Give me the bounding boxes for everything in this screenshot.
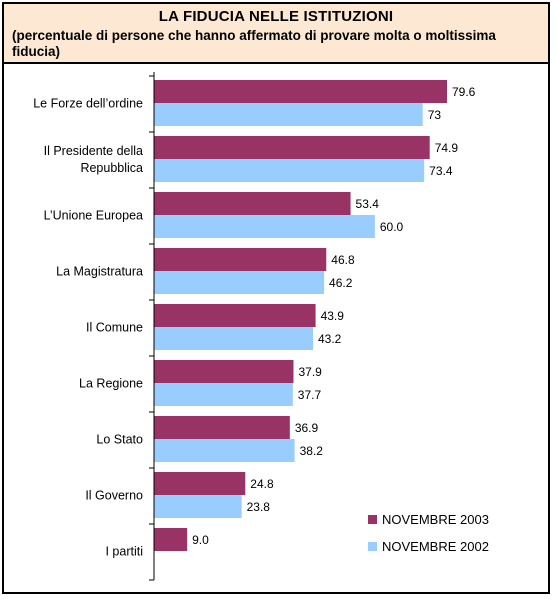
data-label: 9.0 bbox=[192, 533, 209, 547]
bar bbox=[154, 472, 246, 495]
category-label: I partiti bbox=[105, 545, 143, 559]
bar bbox=[154, 192, 351, 215]
bar bbox=[154, 495, 242, 518]
data-label: 37.9 bbox=[299, 365, 323, 379]
bar bbox=[154, 136, 430, 159]
bar bbox=[154, 159, 425, 182]
chart-header: LA FIDUCIA NELLE ISTITUZIONI (percentual… bbox=[4, 4, 548, 64]
data-label: 36.9 bbox=[295, 421, 319, 435]
chart-title: LA FIDUCIA NELLE ISTITUZIONI bbox=[158, 8, 394, 25]
data-label: 74.9 bbox=[435, 141, 459, 155]
category-label: L’Unione Europea bbox=[44, 209, 143, 223]
data-label: 53.4 bbox=[356, 197, 380, 211]
category-label: Repubblica bbox=[80, 161, 143, 175]
data-label: 60.0 bbox=[380, 220, 404, 234]
bar bbox=[154, 383, 293, 406]
bar bbox=[154, 271, 325, 294]
bar bbox=[154, 304, 316, 327]
data-label: 73.4 bbox=[429, 164, 453, 178]
bar bbox=[154, 248, 327, 271]
data-label: 79.6 bbox=[452, 85, 476, 99]
category-label: Il Governo bbox=[85, 489, 143, 503]
category-label: Il Comune bbox=[86, 321, 143, 335]
category-label: Le Forze dell’ordine bbox=[33, 97, 143, 111]
data-label: 46.2 bbox=[329, 276, 353, 290]
data-label: 46.8 bbox=[331, 253, 355, 267]
category-label: Il Presidente della bbox=[44, 144, 143, 158]
chart-subtitle: (percentuale di persone che hanno afferm… bbox=[12, 28, 496, 59]
category-label: Lo Stato bbox=[96, 433, 143, 447]
legend-label: NOVEMBRE 2003 bbox=[382, 512, 489, 527]
data-label: 73 bbox=[428, 108, 442, 122]
legend-swatch bbox=[368, 515, 377, 524]
category-label: La Magistratura bbox=[56, 265, 143, 279]
legend-swatch bbox=[368, 542, 377, 551]
data-label: 43.9 bbox=[321, 309, 345, 323]
data-label: 24.8 bbox=[250, 477, 274, 491]
data-label: 43.2 bbox=[318, 332, 342, 346]
legend-label: NOVEMBRE 2002 bbox=[382, 539, 489, 554]
bar bbox=[154, 80, 447, 103]
data-label: 37.7 bbox=[298, 388, 322, 402]
data-label: 38.2 bbox=[300, 444, 324, 458]
bar bbox=[154, 416, 290, 439]
bar bbox=[154, 327, 314, 350]
bar bbox=[154, 439, 295, 462]
data-label: 23.8 bbox=[247, 500, 271, 514]
category-label: La Regione bbox=[79, 377, 143, 391]
bar bbox=[154, 215, 375, 238]
bar bbox=[154, 103, 423, 126]
bar bbox=[154, 360, 294, 383]
bar bbox=[154, 528, 188, 551]
